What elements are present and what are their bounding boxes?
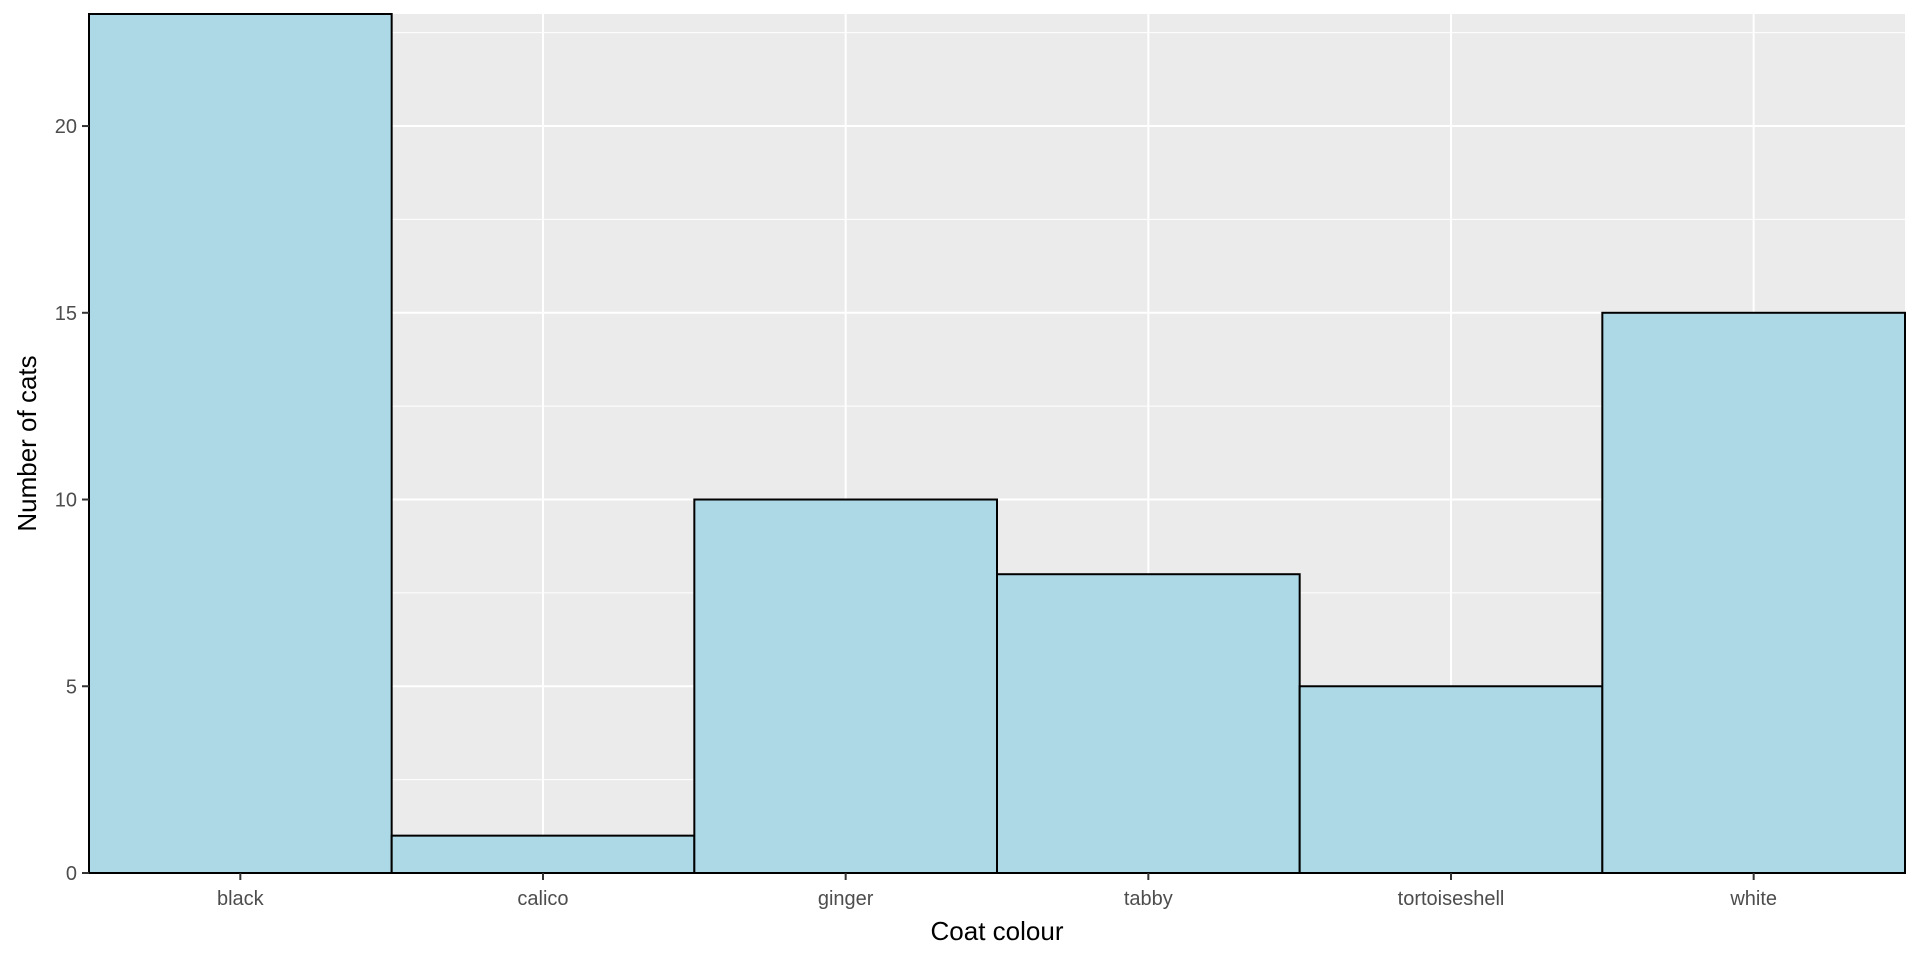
x-tick-label: white [1729, 888, 1777, 910]
bar-black [88, 13, 393, 874]
bar-tabby [996, 573, 1301, 875]
x-tick-label: tortoiseshell [1398, 888, 1505, 910]
y-axis-title: Number of cats [12, 355, 42, 531]
y-tick-label: 5 [66, 676, 77, 698]
y-tick-label: 10 [55, 490, 77, 512]
x-tick-label: black [217, 888, 265, 910]
x-tick-label: ginger [818, 888, 874, 910]
x-tick-label: tabby [1124, 888, 1173, 910]
y-ticks: 0 5 10 15 20 [55, 116, 89, 885]
y-tick-label: 15 [55, 303, 77, 325]
bars [88, 13, 1907, 875]
bar-white [1601, 311, 1907, 875]
x-ticks: black calico ginger tabby tortoiseshell white [217, 873, 1777, 910]
y-tick-label: 20 [55, 116, 77, 138]
bar-calico [390, 834, 696, 874]
x-axis-title: Coat colour [931, 916, 1064, 946]
x-tick-label: calico [517, 888, 568, 910]
bar-tortoiseshell [1298, 685, 1604, 874]
y-tick-label: 0 [66, 863, 77, 885]
bar-ginger [693, 498, 998, 874]
